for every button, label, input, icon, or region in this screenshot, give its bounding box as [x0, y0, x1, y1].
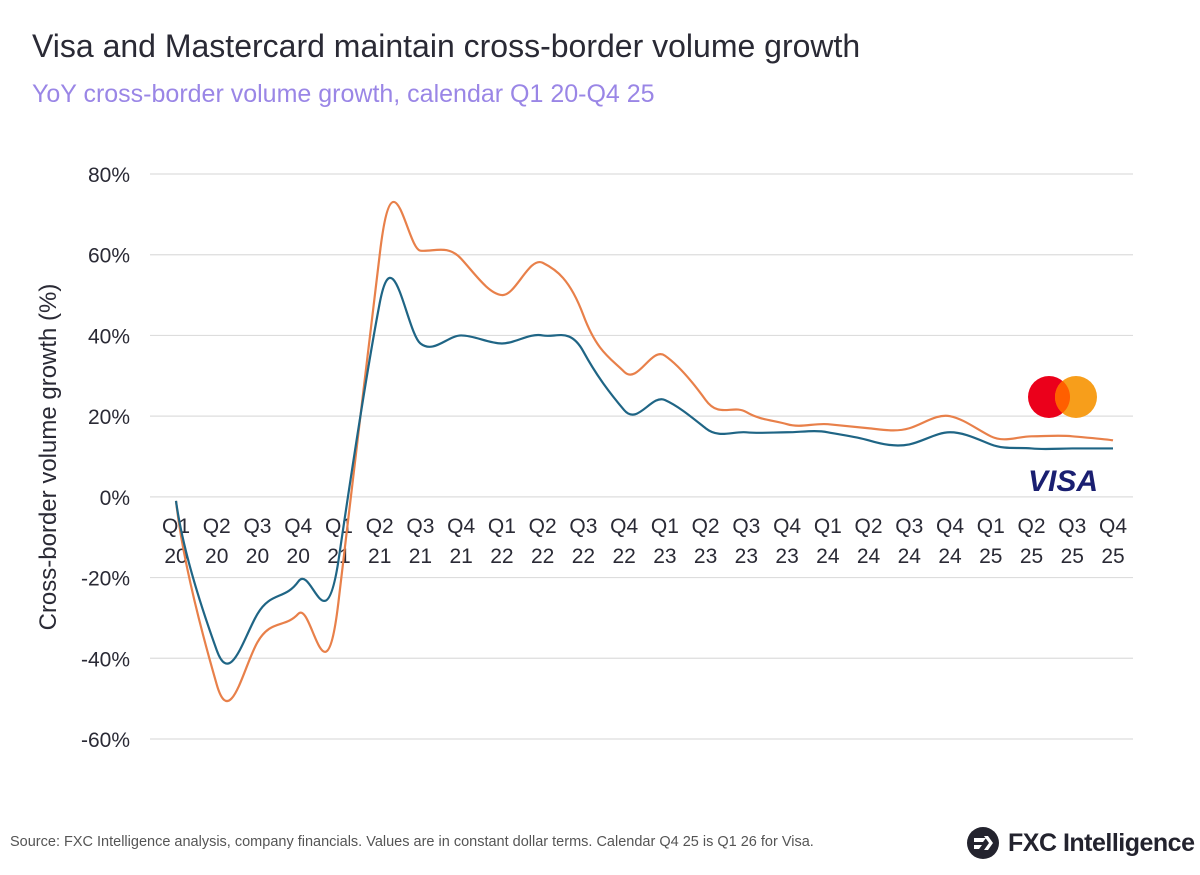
x-tick-label: Q1	[651, 515, 679, 538]
source-note: Source: FXC Intelligence analysis, compa…	[10, 834, 814, 850]
x-tick-label: Q3	[1058, 515, 1086, 538]
x-tick-label: 22	[490, 545, 513, 568]
x-tick-label: 24	[898, 545, 922, 568]
x-tick-label: 25	[1101, 545, 1124, 568]
x-tick-label: 20	[205, 545, 228, 568]
x-tick-label: Q4	[1099, 515, 1127, 538]
x-tick-label: 23	[735, 545, 758, 568]
mastercard-logo	[1028, 376, 1097, 418]
brand-name: FXC Intelligence	[1008, 828, 1195, 857]
y-tick-label: -60%	[81, 729, 130, 752]
x-tick-label: Q1	[814, 515, 842, 538]
y-tick-label: 40%	[88, 325, 130, 348]
brand-logo: FXC Intelligence	[966, 826, 1195, 860]
visa-logo: VISA	[1028, 465, 1098, 498]
y-tick-label: -40%	[81, 648, 130, 671]
x-tick-label: Q3	[406, 515, 434, 538]
y-axis-label: Cross-border volume growth (%)	[35, 284, 62, 631]
chart-title: Visa and Mastercard maintain cross-borde…	[32, 28, 861, 64]
chart-subtitle: YoY cross-border volume growth, calendar…	[32, 80, 655, 108]
x-tick-label: Q2	[1018, 515, 1046, 538]
x-tick-label: Q2	[366, 515, 394, 538]
x-tick-label: Q4	[773, 515, 801, 538]
x-tick-label: 25	[1020, 545, 1043, 568]
x-tick-label: Q3	[243, 515, 271, 538]
x-tick-label: 24	[816, 545, 840, 568]
x-tick-label: Q1	[977, 515, 1005, 538]
x-tick-label: 25	[979, 545, 1002, 568]
y-tick-label: 20%	[88, 406, 130, 429]
x-tick-label: 25	[1061, 545, 1084, 568]
x-tick-label: 21	[368, 545, 391, 568]
y-tick-label: 60%	[88, 245, 130, 268]
x-tick-label: Q3	[895, 515, 923, 538]
x-tick-label: Q1	[162, 515, 190, 538]
x-tick-label: Q4	[447, 515, 475, 538]
x-tick-label: Q1	[488, 515, 516, 538]
x-tick-label: 23	[653, 545, 676, 568]
x-tick-label: Q3	[569, 515, 597, 538]
x-tick-label: Q2	[692, 515, 720, 538]
x-tick-label: Q3	[732, 515, 760, 538]
series-line-mastercard	[174, 201, 1114, 703]
x-tick-label: 20	[287, 545, 310, 568]
x-tick-label: Q4	[284, 515, 312, 538]
y-tick-label: -20%	[81, 568, 130, 591]
x-tick-label: Q2	[529, 515, 557, 538]
x-tick-label: Q4	[610, 515, 638, 538]
x-tick-label: Q2	[203, 515, 231, 538]
x-tick-label: 22	[612, 545, 635, 568]
x-tick-label: Q2	[855, 515, 883, 538]
x-tick-label: 23	[775, 545, 798, 568]
x-tick-label: 21	[409, 545, 432, 568]
y-tick-label: 0%	[100, 487, 130, 510]
series-line-visa	[174, 276, 1113, 665]
x-tick-label: 24	[938, 545, 962, 568]
x-tick-label: 22	[572, 545, 595, 568]
x-tick-label: 23	[694, 545, 717, 568]
fxc-logo-icon	[967, 827, 999, 859]
x-tick-label: 20	[246, 545, 269, 568]
x-tick-label: Q4	[936, 515, 964, 538]
x-tick-label: 20	[164, 545, 187, 568]
x-tick-label: 21	[449, 545, 472, 568]
x-tick-label: 24	[857, 545, 881, 568]
x-tick-label: 22	[531, 545, 554, 568]
y-tick-label: 80%	[88, 164, 130, 187]
